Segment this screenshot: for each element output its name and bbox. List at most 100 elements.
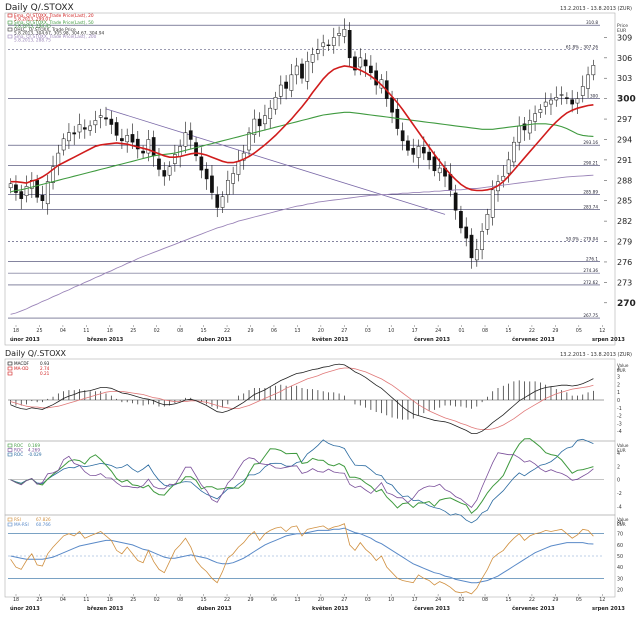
- candle-body: [273, 97, 278, 110]
- candle-body: [469, 234, 474, 259]
- candle-body: [353, 56, 357, 71]
- candle-body: [390, 97, 394, 113]
- candle-body: [331, 37, 336, 46]
- x-day-label: 22: [529, 597, 535, 603]
- fib-label: 267.75: [583, 313, 598, 318]
- candle-body: [421, 147, 426, 154]
- roc-y-tick: 2: [617, 464, 620, 470]
- legend-series-name: ROC: [14, 448, 23, 453]
- y-tick-label: 279: [617, 238, 632, 247]
- fib-label: 274.36: [583, 268, 598, 273]
- x-day-label: 24: [435, 597, 441, 603]
- candle-body: [347, 30, 352, 59]
- x-day-label: 20: [318, 328, 324, 334]
- macd-panel-date-range: 13.2.2013 - 13.8.2013 (ZUR): [560, 352, 632, 358]
- x-month-label: srpen 2013: [592, 337, 625, 343]
- rsi-corner-value: Value: [617, 517, 629, 522]
- candle-body: [263, 115, 267, 125]
- candle-body: [437, 167, 442, 174]
- candle-body: [321, 42, 326, 47]
- legend-series-value: 0.21: [40, 371, 50, 376]
- candle-body: [459, 211, 463, 229]
- y-tick-label: 276: [617, 258, 632, 267]
- candle-body: [120, 138, 124, 142]
- x-day-label: 03: [365, 597, 371, 603]
- roc-corner-value: Value: [617, 443, 629, 448]
- y-tick-label: 300: [617, 95, 636, 105]
- x-month-label: duben 2013: [197, 337, 232, 343]
- y-tick-label: 309: [617, 33, 632, 42]
- x-day-label: 25: [36, 328, 42, 334]
- candle-body: [104, 117, 108, 120]
- x-day-label: 01: [459, 328, 465, 334]
- candle-body: [549, 99, 553, 105]
- roc-y-tick: -4: [617, 504, 622, 510]
- rsi-y-tick: 20: [617, 587, 623, 593]
- legend-series-name: MACDF: [14, 361, 30, 366]
- macd-panel-title: Daily Q/.STOXX: [5, 349, 67, 358]
- roc-y-tick: 4: [617, 451, 620, 457]
- candle-body: [19, 191, 24, 199]
- x-day-label: 10: [388, 328, 394, 334]
- currency-corner-label: EUR: [617, 28, 626, 34]
- x-month-label: květen 2013: [312, 336, 349, 343]
- x-day-label: 15: [201, 597, 207, 603]
- candle-body: [586, 74, 590, 89]
- fib-label: 61.8% - 307.26: [566, 44, 598, 49]
- macd-y-tick: 0: [617, 398, 620, 404]
- rsi-y-tick: 60: [617, 543, 623, 549]
- x-day-label: 22: [529, 328, 535, 334]
- candle-body: [326, 44, 331, 46]
- x-day-label: 11: [83, 597, 89, 603]
- candle-body: [580, 86, 585, 96]
- legend-series-value: 5.8.2013, 304.67, 305.98, 304.67, 304.94: [14, 31, 104, 37]
- candle-body: [188, 130, 193, 140]
- candle-body: [527, 120, 532, 134]
- y-tick-label: 297: [617, 115, 632, 124]
- candle-body: [453, 192, 458, 211]
- candle-body: [98, 115, 103, 118]
- candle-body: [8, 183, 13, 189]
- candle-body: [247, 132, 251, 151]
- fib-label: 290.21: [583, 160, 598, 165]
- legend-series-value: 5.8.2013, 294.45: [14, 24, 51, 30]
- macd-y-tick: -4: [617, 429, 622, 435]
- x-day-label: 11: [83, 328, 89, 334]
- legend-swatch: [7, 522, 13, 527]
- macd-histogram: [10, 380, 594, 420]
- candle-body: [40, 195, 45, 201]
- x-day-label: 08: [177, 597, 183, 603]
- x-day-label: 27: [341, 328, 347, 334]
- candle-body: [77, 124, 82, 133]
- y-tick-label: 282: [617, 217, 632, 226]
- candle-body: [432, 156, 437, 172]
- candle-body: [268, 107, 273, 119]
- legend-swatch: [7, 443, 13, 448]
- legend-series-value: 0.169: [28, 443, 40, 448]
- x-day-label: 13: [294, 597, 300, 603]
- candle-body: [135, 138, 140, 150]
- x-month-label: červen 2013: [414, 605, 450, 612]
- price-corner-label: Price: [617, 23, 628, 29]
- candle-body: [35, 180, 39, 198]
- y-tick-label: 270: [617, 299, 636, 309]
- y-tick-label: 294: [617, 135, 632, 144]
- candle-body: [72, 132, 77, 135]
- legend-swatch: [7, 13, 13, 18]
- panel-frame-top: [4, 12, 616, 346]
- panel-frame-rsi: [4, 514, 616, 598]
- candle-body: [151, 137, 156, 157]
- candle-body: [400, 130, 405, 142]
- macd-signal-line: [10, 367, 594, 431]
- legend-swatch: [7, 371, 13, 376]
- macd-y-tick: -3: [617, 421, 622, 427]
- candle-body: [411, 148, 416, 155]
- x-day-label: 05: [576, 597, 582, 603]
- legend-swatch: [7, 517, 13, 522]
- candle-body: [125, 135, 130, 143]
- legend-series-value: 5.8.2013, 299.07: [14, 17, 51, 23]
- candle-body: [162, 170, 167, 177]
- candle-body: [88, 125, 92, 131]
- x-day-label: 18: [107, 328, 113, 334]
- candle-body: [24, 186, 29, 196]
